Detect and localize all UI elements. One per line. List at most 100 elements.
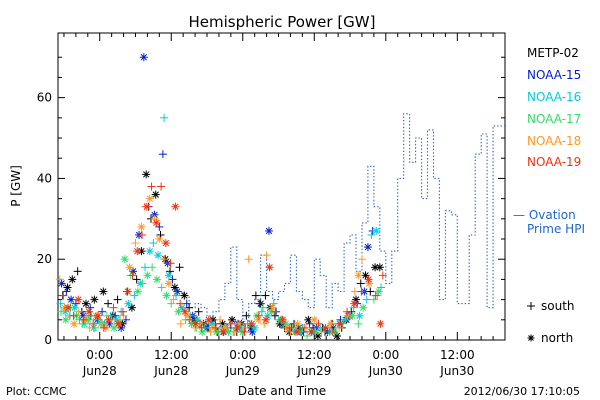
legend-entry: NOAA-15 xyxy=(527,68,581,82)
plus-marker xyxy=(55,275,64,284)
star-stroke xyxy=(117,324,125,332)
star-marker xyxy=(191,319,200,328)
plus-marker xyxy=(175,263,184,272)
star-stroke xyxy=(62,316,69,323)
star-stroke xyxy=(154,251,162,259)
plus-marker xyxy=(157,182,166,191)
star-marker xyxy=(233,323,242,332)
star-stroke xyxy=(322,324,329,332)
plus-marker xyxy=(300,323,309,332)
plus-marker xyxy=(242,311,251,320)
star-stroke xyxy=(94,312,102,319)
star-marker xyxy=(250,323,259,332)
x-tick-label: 12:00 xyxy=(440,348,475,362)
plus-marker xyxy=(56,307,65,316)
plus-marker xyxy=(138,279,147,288)
plus-marker xyxy=(169,295,178,304)
star-stroke xyxy=(184,312,192,319)
star-marker xyxy=(74,295,83,304)
star-marker xyxy=(313,331,322,340)
star-stroke xyxy=(351,300,358,307)
star-stroke xyxy=(126,264,133,271)
plus-marker xyxy=(369,295,378,304)
plus-marker xyxy=(160,255,169,264)
star-stroke xyxy=(152,191,159,198)
star-marker xyxy=(228,315,237,324)
plus-marker xyxy=(128,271,137,280)
plus-marker xyxy=(119,311,128,320)
star-stroke xyxy=(105,316,112,323)
plus-marker xyxy=(172,291,181,300)
plus-marker xyxy=(262,251,271,260)
plus-marker xyxy=(362,295,371,304)
footer-timestamp: 2012/06/30 17:10:05 xyxy=(464,385,580,398)
star-marker xyxy=(180,307,189,316)
star-stroke xyxy=(205,316,212,323)
star-marker xyxy=(137,222,146,231)
x-tick-label: Jun29 xyxy=(296,364,331,378)
star-marker xyxy=(374,287,383,296)
star-marker xyxy=(350,299,359,308)
plus-marker xyxy=(226,319,235,328)
x-tick-label: 12:00 xyxy=(154,348,189,362)
star-marker xyxy=(125,263,134,272)
star-stroke xyxy=(153,219,160,227)
star-marker xyxy=(254,315,263,324)
plus-marker xyxy=(261,291,270,300)
star-stroke xyxy=(171,284,178,291)
star-stroke xyxy=(181,308,189,315)
star-marker xyxy=(155,235,164,244)
star-stroke xyxy=(376,264,384,271)
plus-marker xyxy=(251,291,260,300)
star-marker xyxy=(84,307,93,316)
star-stroke xyxy=(375,288,382,295)
star-stroke xyxy=(362,272,369,279)
star-stroke xyxy=(251,324,258,332)
plus-marker xyxy=(94,315,103,324)
plus-marker xyxy=(335,323,344,332)
plus-marker xyxy=(73,267,82,276)
star-stroke xyxy=(282,320,289,328)
star-stroke xyxy=(356,312,363,319)
plus-marker xyxy=(157,283,166,292)
star-marker xyxy=(372,226,381,235)
star-marker xyxy=(164,279,173,288)
plus-marker xyxy=(148,263,157,272)
star-stroke xyxy=(181,292,188,299)
plus-marker xyxy=(79,315,88,324)
plus-marker xyxy=(354,319,363,328)
plus-marker xyxy=(343,307,352,316)
plus-marker xyxy=(230,327,239,336)
star-stroke xyxy=(58,280,65,287)
x-tick-label: Jun30 xyxy=(439,364,474,378)
star-marker xyxy=(143,271,152,280)
x-tick-label: 0:00 xyxy=(229,348,256,362)
star-marker xyxy=(152,218,161,227)
x-tick-label: 12:00 xyxy=(297,348,332,362)
star-marker xyxy=(114,319,123,328)
star-marker xyxy=(151,190,160,199)
plus-marker xyxy=(270,311,279,320)
star-marker xyxy=(68,275,77,284)
plus-marker xyxy=(240,327,249,336)
star-marker xyxy=(343,311,352,320)
x-tick-label: Jun30 xyxy=(368,364,403,378)
star-marker xyxy=(93,311,102,320)
star-marker xyxy=(264,226,273,235)
plus-marker xyxy=(314,319,323,328)
star-marker xyxy=(139,53,148,62)
legend-entry: NOAA-18 xyxy=(527,134,581,148)
plus-marker xyxy=(98,319,107,328)
plus-marker xyxy=(141,263,150,272)
plus-marker xyxy=(132,275,141,284)
plus-marker xyxy=(62,287,71,296)
plus-key-icon xyxy=(527,302,535,310)
plus-marker xyxy=(138,230,147,239)
plus-marker xyxy=(257,307,266,316)
plus-marker xyxy=(168,275,177,284)
plus-marker xyxy=(254,311,263,320)
y-tick-label: 60 xyxy=(37,91,52,105)
y-tick-label: 40 xyxy=(37,171,52,185)
plus-marker xyxy=(56,299,65,308)
